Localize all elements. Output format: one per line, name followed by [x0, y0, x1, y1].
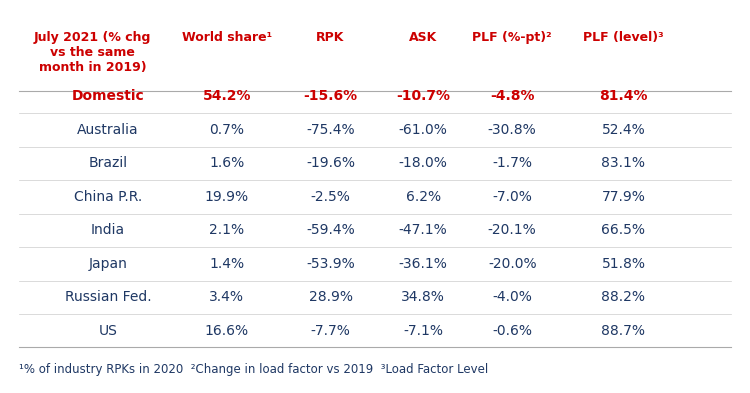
Text: 66.5%: 66.5% — [602, 223, 646, 237]
Text: -59.4%: -59.4% — [306, 223, 355, 237]
Text: -47.1%: -47.1% — [399, 223, 448, 237]
Text: US: US — [98, 324, 118, 338]
Text: World share¹: World share¹ — [182, 31, 272, 44]
Text: -20.1%: -20.1% — [488, 223, 536, 237]
Text: 19.9%: 19.9% — [205, 190, 249, 204]
Text: -30.8%: -30.8% — [488, 123, 536, 137]
Text: -0.6%: -0.6% — [492, 324, 532, 338]
Text: 1.4%: 1.4% — [209, 257, 245, 271]
Text: -7.1%: -7.1% — [404, 324, 443, 338]
Text: -18.0%: -18.0% — [399, 156, 448, 171]
Text: 52.4%: 52.4% — [602, 123, 645, 137]
Text: -15.6%: -15.6% — [304, 90, 358, 103]
Text: 54.2%: 54.2% — [202, 90, 251, 103]
Text: Brazil: Brazil — [88, 156, 128, 171]
Text: India: India — [91, 223, 125, 237]
Text: -2.5%: -2.5% — [310, 190, 350, 204]
Text: 6.2%: 6.2% — [406, 190, 441, 204]
Text: -10.7%: -10.7% — [396, 90, 450, 103]
Text: RPK: RPK — [316, 31, 345, 44]
Text: -20.0%: -20.0% — [488, 257, 536, 271]
Text: Domestic: Domestic — [72, 90, 145, 103]
Text: Australia: Australia — [77, 123, 139, 137]
Text: Japan: Japan — [88, 257, 128, 271]
Text: 83.1%: 83.1% — [602, 156, 646, 171]
Text: -7.7%: -7.7% — [310, 324, 350, 338]
Text: 34.8%: 34.8% — [401, 290, 445, 304]
Text: -7.0%: -7.0% — [492, 190, 532, 204]
Text: -75.4%: -75.4% — [306, 123, 355, 137]
Text: ¹% of industry RPKs in 2020  ²Change in load factor vs 2019  ³Load Factor Level: ¹% of industry RPKs in 2020 ²Change in l… — [19, 363, 488, 376]
Text: 1.6%: 1.6% — [209, 156, 245, 171]
Text: China P.R.: China P.R. — [74, 190, 142, 204]
Text: 28.9%: 28.9% — [308, 290, 352, 304]
Text: Russian Fed.: Russian Fed. — [64, 290, 152, 304]
Text: 51.8%: 51.8% — [602, 257, 646, 271]
Text: 3.4%: 3.4% — [209, 290, 245, 304]
Text: 88.2%: 88.2% — [602, 290, 646, 304]
Text: July 2021 (% chg
vs the same
month in 2019): July 2021 (% chg vs the same month in 20… — [34, 31, 152, 74]
Text: 16.6%: 16.6% — [205, 324, 249, 338]
Text: 77.9%: 77.9% — [602, 190, 646, 204]
Text: -53.9%: -53.9% — [306, 257, 355, 271]
Text: ASK: ASK — [409, 31, 437, 44]
Text: -4.8%: -4.8% — [490, 90, 535, 103]
Text: 2.1%: 2.1% — [209, 223, 245, 237]
Text: -36.1%: -36.1% — [399, 257, 448, 271]
Text: 88.7%: 88.7% — [602, 324, 646, 338]
Text: PLF (level)³: PLF (level)³ — [584, 31, 664, 44]
Text: 81.4%: 81.4% — [599, 90, 648, 103]
Text: 0.7%: 0.7% — [209, 123, 245, 137]
Text: -1.7%: -1.7% — [492, 156, 532, 171]
Text: -19.6%: -19.6% — [306, 156, 355, 171]
Text: -4.0%: -4.0% — [492, 290, 532, 304]
Text: PLF (%-pt)²: PLF (%-pt)² — [472, 31, 552, 44]
Text: -61.0%: -61.0% — [399, 123, 448, 137]
